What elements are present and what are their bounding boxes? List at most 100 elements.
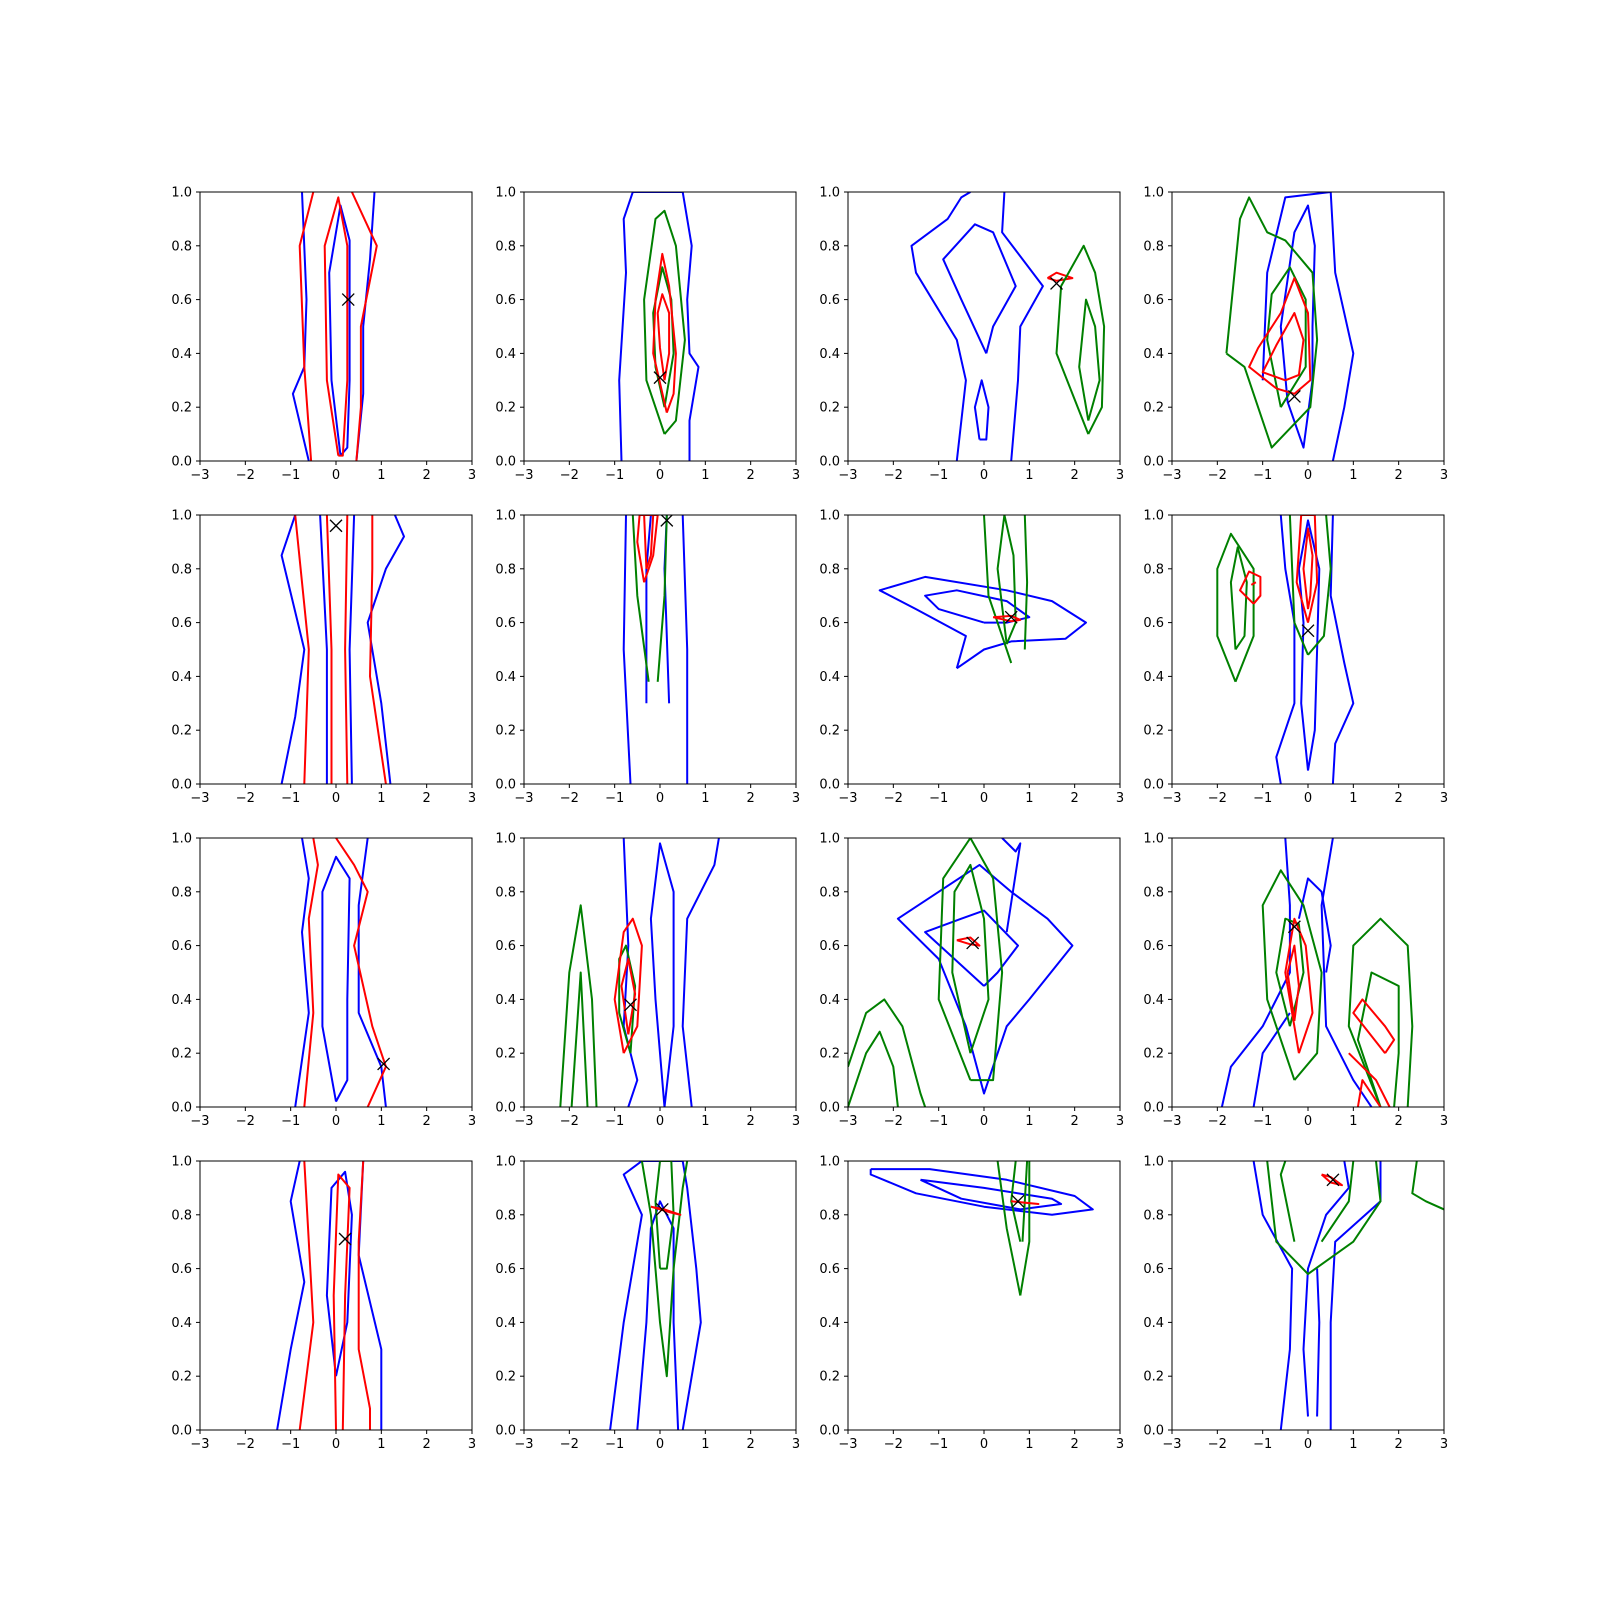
x-tick-label: −2 — [560, 468, 579, 483]
y-tick-label: 0.8 — [1143, 885, 1164, 900]
x-tick-label: 0 — [1304, 1114, 1312, 1129]
y-tick-label: 0.0 — [171, 1424, 192, 1439]
x-tick-label: 2 — [423, 468, 431, 483]
contour-green — [570, 971, 589, 1107]
x-tick-label: 2 — [1071, 791, 1079, 806]
x-tick-label: 0 — [332, 468, 340, 483]
contour-group — [1220, 838, 1414, 1107]
subplot-10: −3 −2 −1 0 1 2 3 0.0 0.2 0.4 0.6 0.8 1.0 — [495, 832, 800, 1130]
x-tick-label: 1 — [1025, 1437, 1033, 1452]
x-tick-label: −3 — [514, 1437, 533, 1452]
x-tick-label: 2 — [1395, 791, 1403, 806]
contour-green — [848, 998, 927, 1107]
x-marker — [1287, 389, 1301, 403]
y-tick-label: 0.6 — [819, 616, 840, 631]
contour-red — [350, 192, 378, 461]
contour-blue — [1261, 192, 1355, 461]
y-tick-label: 0.4 — [171, 993, 192, 1008]
y-tick-label: 0.8 — [819, 885, 840, 900]
contour-blue — [357, 838, 387, 1107]
contour-red — [643, 515, 655, 570]
y-tick-label: 0.0 — [1143, 778, 1164, 793]
contour-green — [1266, 1161, 1382, 1275]
y-tick-label: 1.0 — [495, 832, 516, 847]
contour-red — [1261, 312, 1305, 382]
subplot-11: −3 −2 −1 0 1 2 3 0.0 0.2 0.4 0.6 0.8 1.0 — [819, 832, 1124, 1130]
contour-group — [618, 192, 700, 461]
contour-red — [1352, 998, 1396, 1054]
y-tick-label: 0.8 — [495, 239, 516, 254]
x-marker — [653, 371, 667, 385]
x-tick-label: 1 — [1025, 1114, 1033, 1129]
subplot-16: −3 −2 −1 0 1 2 3 0.0 0.2 0.4 0.6 0.8 1.0 — [1143, 1155, 1448, 1453]
contour-group — [1225, 192, 1355, 461]
contour-red — [1286, 944, 1300, 1022]
x-tick-label: −3 — [838, 791, 857, 806]
y-tick-label: 0.0 — [171, 455, 192, 470]
contour-blue — [1252, 1012, 1291, 1107]
x-tick-label: −1 — [1253, 791, 1272, 806]
y-tick-label: 0.8 — [171, 885, 192, 900]
y-tick-label: 0.0 — [495, 1101, 516, 1116]
contour-green — [1229, 546, 1248, 651]
x-tick-label: 3 — [1440, 1437, 1448, 1452]
contour-green — [1307, 515, 1332, 656]
y-tick-label: 0.6 — [819, 939, 840, 954]
y-tick-label: 0.0 — [495, 1424, 516, 1439]
x-tick-label: −1 — [1253, 1437, 1272, 1452]
x-tick-label: −3 — [1162, 791, 1181, 806]
x-marker — [624, 998, 637, 1012]
x-tick-label: −1 — [605, 1114, 624, 1129]
x-tick-label: −3 — [1162, 468, 1181, 483]
subplot-8: −3 −2 −1 0 1 2 3 0.0 0.2 0.4 0.6 0.8 1.0 — [1143, 509, 1448, 807]
contour-green — [1055, 244, 1106, 435]
contour-red — [636, 515, 659, 583]
x-tick-label: 3 — [468, 791, 476, 806]
contour-red — [992, 614, 1022, 623]
contour-blue — [325, 1170, 353, 1377]
contour-blue — [681, 838, 720, 1107]
contour-red — [335, 838, 387, 1107]
x-tick-label: −3 — [190, 791, 209, 806]
x-tick-label: 0 — [332, 791, 340, 806]
contour-group — [622, 515, 689, 784]
y-tick-label: 0.6 — [1143, 1262, 1164, 1277]
contour-group — [609, 1161, 702, 1430]
y-tick-label: 0.0 — [1143, 1101, 1164, 1116]
x-tick-label: −3 — [190, 1437, 209, 1452]
contour-green — [1078, 298, 1101, 421]
y-tick-label: 1.0 — [495, 509, 516, 524]
x-tick-label: 0 — [1304, 1437, 1312, 1452]
y-tick-label: 0.2 — [495, 1047, 516, 1062]
x-tick-label: −3 — [190, 468, 209, 483]
contour-blue — [294, 838, 310, 1107]
x-tick-label: 1 — [377, 791, 385, 806]
contour-green — [1261, 869, 1323, 1081]
y-tick-label: 0.2 — [1143, 401, 1164, 416]
y-tick-label: 0.2 — [1143, 1047, 1164, 1062]
contour-group — [276, 1161, 383, 1430]
y-tick-label: 0.2 — [171, 401, 192, 416]
x-tick-label: −3 — [1162, 1437, 1181, 1452]
subplot-12: −3 −2 −1 0 1 2 3 0.0 0.2 0.4 0.6 0.8 1.0 — [1143, 832, 1448, 1130]
contour-red — [956, 936, 981, 947]
contour-blue — [609, 1161, 702, 1430]
y-tick-label: 0.2 — [1143, 724, 1164, 739]
contour-red — [656, 293, 671, 381]
contour-green — [983, 515, 1013, 664]
x-tick-label: 1 — [1025, 468, 1033, 483]
contour-red — [344, 515, 349, 784]
y-tick-label: 0.8 — [171, 239, 192, 254]
x-tick-label: −2 — [236, 1114, 255, 1129]
x-marker — [377, 1057, 391, 1071]
contour-green — [937, 838, 1004, 1082]
contour-green — [1356, 971, 1400, 1107]
subplot-13: −3 −2 −1 0 1 2 3 0.0 0.2 0.4 0.6 0.8 1.0 — [171, 1155, 476, 1453]
y-tick-label: 0.6 — [1143, 939, 1164, 954]
x-tick-label: 0 — [980, 1437, 988, 1452]
x-tick-label: 0 — [332, 1437, 340, 1452]
contour-green — [654, 1161, 675, 1270]
contour-red — [369, 515, 387, 784]
contour-blue — [319, 515, 328, 784]
y-tick-label: 0.8 — [495, 562, 516, 577]
